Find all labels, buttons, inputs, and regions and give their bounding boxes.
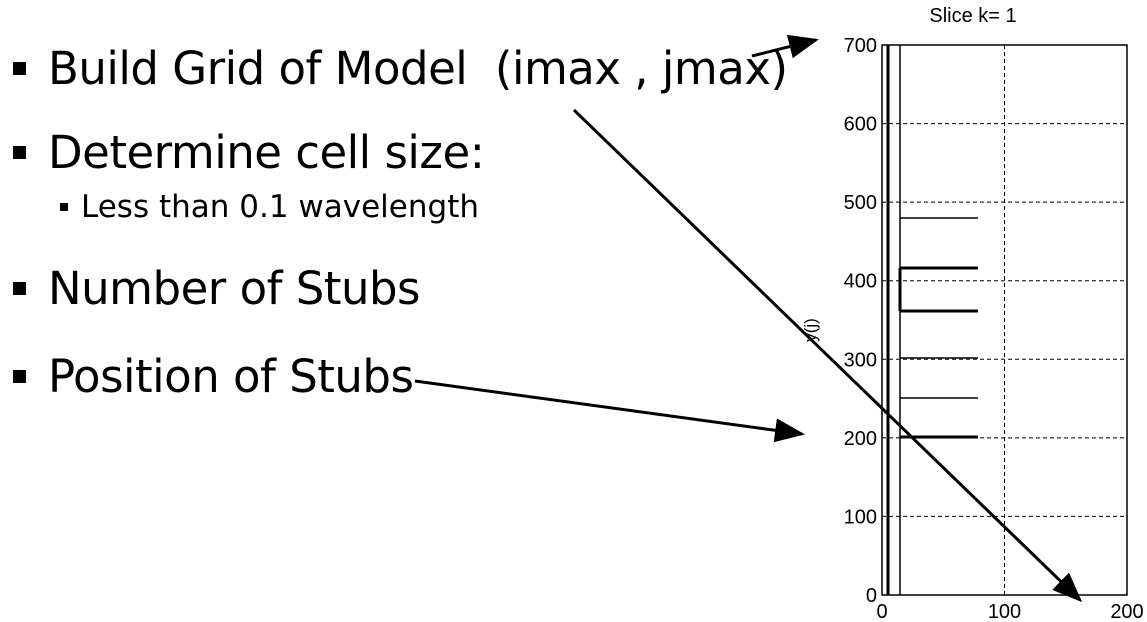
bullet-square-icon xyxy=(60,203,68,211)
y-tick-label: 400 xyxy=(844,271,877,293)
x-tick-label: 200 xyxy=(1110,601,1143,622)
x-tick-label: 0 xyxy=(876,601,887,622)
bullet-item-cell-size: Determine cell size: xyxy=(13,126,485,179)
y-tick-label: 300 xyxy=(844,349,877,371)
bullet-text: Build Grid of Model (imax , jmax) xyxy=(48,42,788,95)
bullet-text: Determine cell size: xyxy=(48,126,485,179)
x-tick-label: 100 xyxy=(988,601,1021,622)
arrow-to-grid-top xyxy=(751,34,819,59)
y-tick-label: 200 xyxy=(844,428,877,450)
y-tick-label: 600 xyxy=(844,114,877,136)
plot-title: Slice k= 1 xyxy=(929,5,1016,27)
y-tick-label: 500 xyxy=(844,192,877,214)
bullet-square-icon xyxy=(13,370,26,383)
bullet-square-icon xyxy=(13,62,26,75)
bullet-item-position-of-stubs: Position of Stubs xyxy=(13,350,414,403)
arrow-to-grid-corner xyxy=(572,108,1083,603)
bullet-text: Less than 0.1 wavelength xyxy=(81,189,479,225)
x-tick-labels: 0 100 200 xyxy=(876,601,1143,622)
y-tick-label: 700 xyxy=(844,35,877,57)
grid-lines xyxy=(882,45,1127,595)
plot-frame xyxy=(881,44,1128,596)
bullet-item-number-of-stubs: Number of Stubs xyxy=(13,262,421,315)
bullet-item-build-grid: Build Grid of Model (imax , jmax) xyxy=(13,42,788,95)
y-tick-labels: 0 100 200 300 400 500 600 700 xyxy=(844,35,877,607)
bullet-square-icon xyxy=(13,146,26,159)
bullet-square-icon xyxy=(13,282,26,295)
y-tick-label: 0 xyxy=(866,585,877,607)
y-tick-label: 100 xyxy=(844,506,877,528)
bullet-text: Number of Stubs xyxy=(48,262,421,315)
arrow-to-stub-position xyxy=(414,379,805,443)
bullet-text: Position of Stubs xyxy=(48,350,414,403)
sub-bullet-wavelength: Less than 0.1 wavelength xyxy=(60,189,479,225)
